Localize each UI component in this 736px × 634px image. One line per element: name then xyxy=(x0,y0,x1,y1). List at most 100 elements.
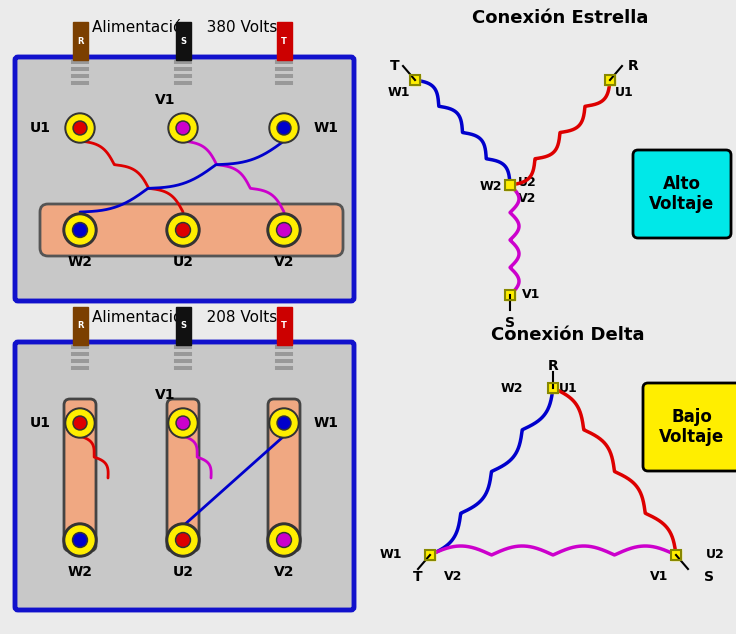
FancyBboxPatch shape xyxy=(64,399,96,551)
Bar xyxy=(605,75,615,85)
Text: T: T xyxy=(389,59,399,73)
Text: S: S xyxy=(180,321,186,330)
Text: R: R xyxy=(77,37,83,46)
Bar xyxy=(505,180,515,190)
Circle shape xyxy=(66,526,94,554)
Circle shape xyxy=(65,113,95,143)
Text: U2: U2 xyxy=(172,565,194,579)
Bar xyxy=(73,22,88,60)
Text: U2: U2 xyxy=(706,548,725,562)
Circle shape xyxy=(269,113,299,143)
Circle shape xyxy=(168,408,198,438)
Bar xyxy=(548,383,558,393)
Text: V2: V2 xyxy=(274,565,294,579)
Bar xyxy=(505,290,515,300)
Bar xyxy=(410,75,420,85)
Text: V2: V2 xyxy=(444,571,462,583)
Text: W1: W1 xyxy=(314,121,339,135)
Text: U1: U1 xyxy=(559,382,578,394)
Text: V1: V1 xyxy=(155,93,175,107)
FancyBboxPatch shape xyxy=(268,399,300,551)
Text: S: S xyxy=(505,316,515,330)
Circle shape xyxy=(277,416,291,430)
Circle shape xyxy=(73,533,88,548)
Bar xyxy=(410,75,420,85)
Circle shape xyxy=(177,418,188,429)
Bar xyxy=(73,307,88,345)
Text: V2: V2 xyxy=(518,193,537,205)
Circle shape xyxy=(170,115,196,141)
Text: W2: W2 xyxy=(68,565,93,579)
Circle shape xyxy=(278,122,289,134)
Text: T: T xyxy=(281,37,287,46)
FancyBboxPatch shape xyxy=(167,399,199,551)
Circle shape xyxy=(63,213,97,247)
Circle shape xyxy=(74,418,85,429)
Bar xyxy=(176,307,191,345)
Text: U2: U2 xyxy=(172,255,194,269)
Text: V1: V1 xyxy=(155,388,175,402)
Circle shape xyxy=(67,410,93,436)
FancyBboxPatch shape xyxy=(15,57,354,301)
Bar xyxy=(176,22,191,60)
Text: Conexión Delta: Conexión Delta xyxy=(491,326,645,344)
Circle shape xyxy=(74,534,86,546)
Bar xyxy=(425,550,435,560)
Circle shape xyxy=(267,523,301,557)
Circle shape xyxy=(73,416,87,430)
Text: U2: U2 xyxy=(518,176,537,190)
Bar xyxy=(425,550,435,560)
Circle shape xyxy=(277,223,291,238)
Text: S: S xyxy=(180,37,186,46)
Circle shape xyxy=(74,122,85,134)
Text: W2: W2 xyxy=(500,382,523,394)
Text: W2: W2 xyxy=(479,181,502,193)
Circle shape xyxy=(166,213,200,247)
Text: R: R xyxy=(77,321,83,330)
Bar xyxy=(505,290,515,300)
Text: S: S xyxy=(704,570,714,584)
Circle shape xyxy=(177,534,189,546)
Bar xyxy=(605,75,615,85)
Text: Conexión Estrella: Conexión Estrella xyxy=(472,9,648,27)
Text: Alto
Voltaje: Alto Voltaje xyxy=(649,174,715,214)
Circle shape xyxy=(176,121,190,135)
Circle shape xyxy=(278,224,290,236)
Bar xyxy=(277,307,292,345)
Circle shape xyxy=(270,526,298,554)
Circle shape xyxy=(169,526,197,554)
Text: V2: V2 xyxy=(274,255,294,269)
Circle shape xyxy=(267,213,301,247)
Bar xyxy=(548,383,558,393)
Circle shape xyxy=(73,223,88,238)
FancyBboxPatch shape xyxy=(40,204,343,256)
Circle shape xyxy=(66,216,94,244)
Text: Alimentación   380 Volts: Alimentación 380 Volts xyxy=(92,20,277,36)
Text: V1: V1 xyxy=(650,571,668,583)
Text: T: T xyxy=(413,570,422,584)
Circle shape xyxy=(177,224,189,236)
Circle shape xyxy=(176,416,190,430)
Bar xyxy=(671,550,681,560)
Text: U1: U1 xyxy=(615,86,634,98)
Bar xyxy=(505,180,515,190)
Circle shape xyxy=(65,408,95,438)
Text: Alimentación   208 Volts: Alimentación 208 Volts xyxy=(92,311,277,325)
Text: U1: U1 xyxy=(30,121,51,135)
Text: R: R xyxy=(548,359,559,373)
Circle shape xyxy=(166,523,200,557)
Circle shape xyxy=(175,533,191,548)
Circle shape xyxy=(277,121,291,135)
Text: W1: W1 xyxy=(387,86,410,98)
Circle shape xyxy=(278,418,289,429)
Circle shape xyxy=(73,121,87,135)
Bar xyxy=(671,550,681,560)
Text: R: R xyxy=(628,59,639,73)
Circle shape xyxy=(170,410,196,436)
Circle shape xyxy=(277,533,291,548)
Text: T: T xyxy=(281,321,287,330)
Circle shape xyxy=(271,115,297,141)
Text: Bajo
Voltaje: Bajo Voltaje xyxy=(659,408,725,446)
Text: W1: W1 xyxy=(380,548,402,562)
Bar xyxy=(277,22,292,60)
